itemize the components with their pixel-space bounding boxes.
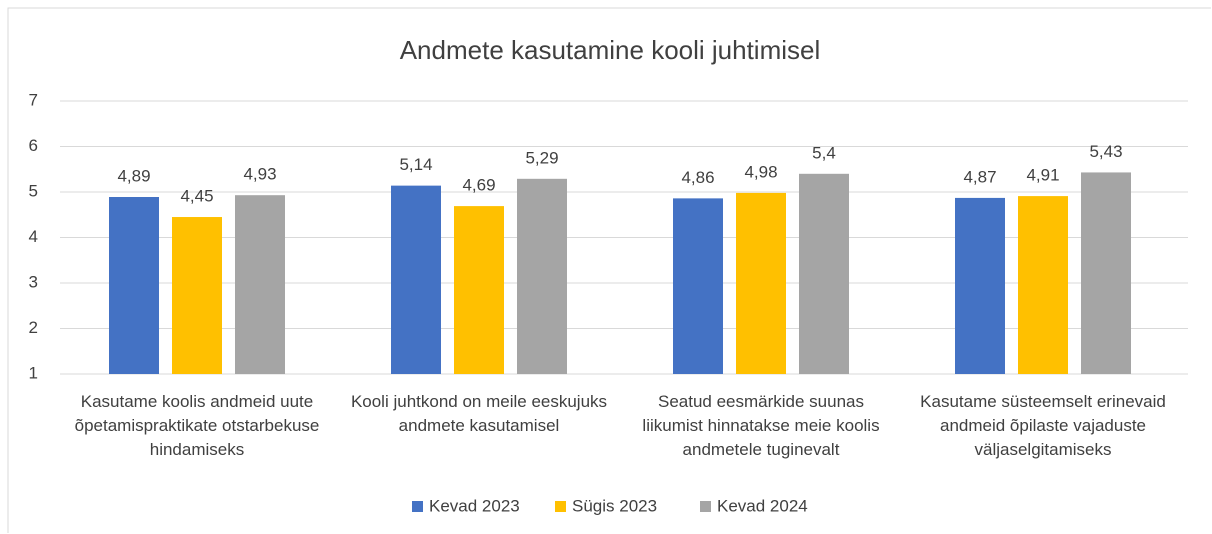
data-label: 4,89 xyxy=(117,166,150,185)
legend-swatch xyxy=(700,501,711,512)
data-label: 5,29 xyxy=(525,148,558,167)
y-tick-label: 5 xyxy=(29,181,38,200)
bar xyxy=(454,206,504,374)
data-label: 4,93 xyxy=(243,165,276,184)
bar xyxy=(109,197,159,374)
legend-label: Kevad 2023 xyxy=(429,496,520,515)
bar xyxy=(799,173,849,374)
bar xyxy=(1018,196,1068,374)
y-tick-label: 3 xyxy=(29,272,38,291)
data-label: 5,4 xyxy=(812,143,836,162)
data-label: 5,43 xyxy=(1089,142,1122,161)
bar xyxy=(955,197,1005,374)
data-label: 4,91 xyxy=(1026,166,1059,185)
data-label: 4,45 xyxy=(180,187,213,206)
y-tick-label: 7 xyxy=(29,90,38,109)
y-tick-label: 1 xyxy=(29,363,38,382)
data-label: 4,86 xyxy=(681,168,714,187)
bar xyxy=(172,217,222,374)
y-tick-label: 2 xyxy=(29,318,38,337)
bar xyxy=(391,185,441,374)
y-tick-label: 4 xyxy=(29,227,38,246)
bar xyxy=(1081,172,1131,374)
data-label: 4,69 xyxy=(462,176,495,195)
bar xyxy=(235,195,285,374)
x-tick-label: Kooli juhtkond on meile eeskujuks andmet… xyxy=(350,392,608,435)
y-tick-label: 6 xyxy=(29,136,38,155)
data-label: 4,98 xyxy=(744,162,777,181)
legend-label: Kevad 2024 xyxy=(717,496,808,515)
x-tick-label: Kasutame koolis andmeid uute õpetamispra… xyxy=(74,392,320,459)
bar xyxy=(673,198,723,374)
data-label: 4,87 xyxy=(963,167,996,186)
bar xyxy=(517,178,567,374)
legend-swatch xyxy=(412,501,423,512)
x-tick-label: Seatud eesmärkide suunas liikumist hinna… xyxy=(642,392,880,459)
x-tick-label: Kasutame süsteemselt erinevaid andmeid õ… xyxy=(920,392,1166,459)
chart-title: Andmete kasutamine kooli juhtimisel xyxy=(400,35,821,65)
legend-swatch xyxy=(555,501,566,512)
bar xyxy=(736,192,786,374)
chart-border xyxy=(7,7,1211,533)
data-label: 5,14 xyxy=(399,155,432,174)
legend-label: Sügis 2023 xyxy=(572,496,657,515)
